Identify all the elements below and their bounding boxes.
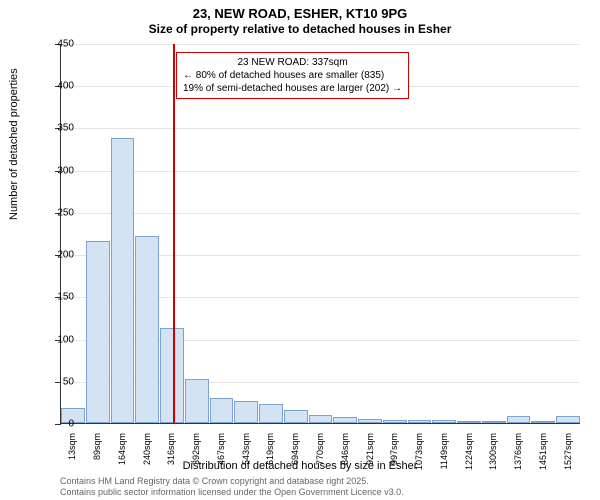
histogram-bar xyxy=(185,379,209,423)
x-axis-label: Distribution of detached houses by size … xyxy=(0,460,600,472)
x-tick-label: 89sqm xyxy=(92,433,102,473)
histogram-bar xyxy=(86,241,110,423)
y-tick-label: 0 xyxy=(68,419,74,430)
x-tick-label: 1451sqm xyxy=(538,433,548,473)
x-tick-label: 1149sqm xyxy=(439,433,449,473)
annotation-line: 23 NEW ROAD: 337sqm xyxy=(183,56,402,69)
annotation-box: 23 NEW ROAD: 337sqm← 80% of detached hou… xyxy=(176,52,409,99)
chart-title-sub: Size of property relative to detached ho… xyxy=(0,22,600,36)
credits-line2: Contains public sector information licen… xyxy=(60,487,404,498)
histogram-bar xyxy=(234,401,258,423)
histogram-bar xyxy=(135,236,159,423)
gridline xyxy=(61,128,580,129)
histogram-bar xyxy=(432,420,456,423)
histogram-bar xyxy=(482,421,506,423)
x-tick-label: 1300sqm xyxy=(488,433,498,473)
x-tick-label: 1527sqm xyxy=(563,433,573,473)
x-tick-label: 164sqm xyxy=(117,433,127,473)
histogram-bar xyxy=(309,415,333,423)
histogram-bar xyxy=(383,420,407,423)
y-tick-label: 400 xyxy=(57,81,74,92)
x-tick-label: 467sqm xyxy=(216,433,226,473)
y-tick-label: 350 xyxy=(57,123,74,134)
x-tick-label: 392sqm xyxy=(191,433,201,473)
x-tick-label: 921sqm xyxy=(365,433,375,473)
x-tick-label: 846sqm xyxy=(340,433,350,473)
gridline xyxy=(61,171,580,172)
y-tick-label: 50 xyxy=(63,376,74,387)
reference-line xyxy=(173,44,175,423)
x-tick-label: 1073sqm xyxy=(414,433,424,473)
x-tick-label: 694sqm xyxy=(290,433,300,473)
y-tick-label: 300 xyxy=(57,165,74,176)
y-tick-label: 250 xyxy=(57,207,74,218)
plot-area: 23 NEW ROAD: 337sqm← 80% of detached hou… xyxy=(60,44,580,424)
y-tick-label: 100 xyxy=(57,334,74,345)
histogram-bar xyxy=(259,404,283,423)
histogram-bar xyxy=(358,419,382,423)
histogram-bar xyxy=(507,416,531,423)
annotation-line: ← 80% of detached houses are smaller (83… xyxy=(183,69,402,82)
x-tick-label: 543sqm xyxy=(241,433,251,473)
histogram-bar xyxy=(284,410,308,423)
y-tick-label: 450 xyxy=(57,39,74,50)
x-tick-label: 997sqm xyxy=(389,433,399,473)
y-tick-label: 200 xyxy=(57,250,74,261)
chart-title-main: 23, NEW ROAD, ESHER, KT10 9PG xyxy=(0,6,600,21)
y-tick-label: 150 xyxy=(57,292,74,303)
x-tick-label: 240sqm xyxy=(142,433,152,473)
histogram-bar xyxy=(556,416,580,423)
histogram-bar xyxy=(210,398,234,423)
histogram-bar xyxy=(408,420,432,423)
x-tick-label: 13sqm xyxy=(67,433,77,473)
x-tick-label: 316sqm xyxy=(166,433,176,473)
x-tick-label: 1224sqm xyxy=(464,433,474,473)
histogram-bar xyxy=(111,138,135,423)
x-tick-label: 619sqm xyxy=(265,433,275,473)
histogram-bar xyxy=(333,417,357,423)
annotation-line: 19% of semi-detached houses are larger (… xyxy=(183,82,402,95)
chart-container: 23, NEW ROAD, ESHER, KT10 9PG Size of pr… xyxy=(0,0,600,500)
gridline xyxy=(61,213,580,214)
y-axis-label: Number of detached properties xyxy=(8,68,20,220)
credits-line1: Contains HM Land Registry data © Crown c… xyxy=(60,476,404,487)
histogram-bar xyxy=(531,421,555,423)
x-tick-label: 1376sqm xyxy=(513,433,523,473)
histogram-bar xyxy=(457,421,481,423)
x-tick-label: 770sqm xyxy=(315,433,325,473)
gridline xyxy=(61,44,580,45)
credits: Contains HM Land Registry data © Crown c… xyxy=(60,476,404,498)
